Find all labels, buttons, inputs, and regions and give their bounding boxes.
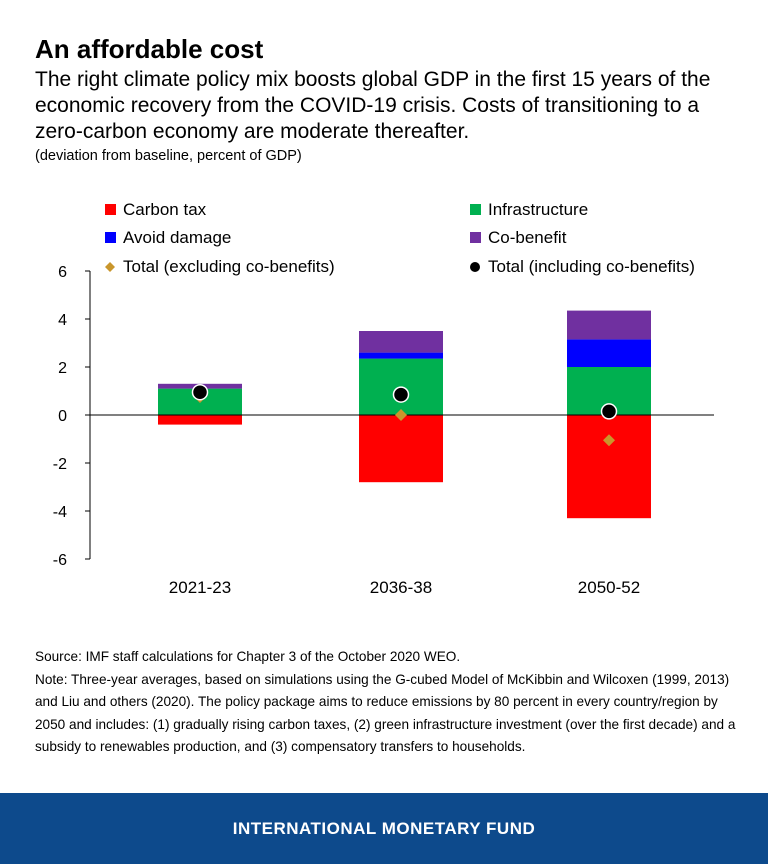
organization-name: INTERNATIONAL MONETARY FUND: [232, 818, 536, 838]
bar-avoid-damage-2050-52: [567, 339, 651, 367]
legend-label-carbon-tax: Carbon tax: [123, 200, 207, 219]
legend-swatch-avoid-damage: [105, 232, 116, 243]
marker-total-excluding-co-benefits: [395, 409, 407, 421]
chart-subtitle: The right climate policy mix boosts glob…: [35, 68, 711, 143]
legend-swatch-infrastructure: [470, 204, 481, 215]
marker-total-including-co-benefits: [600, 403, 618, 420]
legend-swatch-total-including-co-benefits: [470, 262, 480, 272]
chart-notes: Source: IMF staff calculations for Chapt…: [35, 646, 745, 759]
marker-total-including-co-benefits: [191, 383, 209, 401]
chart-legend: Carbon tax Infrastructure Avoid damage Co-b…: [105, 200, 695, 276]
legend-swatch-total-excluding-co-benefits: [105, 262, 115, 272]
chart-axes: 6 4 2 0 -2 -4 -6 2021-23 2036-38 2050-52: [53, 264, 714, 597]
y-tick-label: -4: [53, 504, 67, 521]
y-tick-label: 6: [58, 264, 67, 281]
legend-label-total-excluding-co-benefits: Total (excluding co-benefits): [123, 257, 335, 276]
stacked-bar-chart: Carbon tax Infrastructure Avoid damage Co-b…: [53, 200, 714, 597]
legend-label-infrastructure: Infrastructure: [488, 200, 588, 219]
y-tick-label: 2: [58, 360, 67, 377]
x-tick-label: 2050-52: [578, 578, 640, 597]
source-note: Source: IMF staff calculations for Chapt…: [35, 649, 461, 664]
y-tick-label: -2: [53, 456, 67, 473]
y-tick-label: -6: [53, 552, 67, 569]
bar-co-benefit-2050-52: [567, 310, 651, 340]
chart-title: An affordable cost: [35, 34, 264, 64]
methodology-note: Note: Three-year averages, based on simu…: [35, 671, 736, 755]
x-tick-label: 2021-23: [169, 578, 231, 597]
legend-swatch-co-benefit: [470, 232, 481, 243]
legend-swatch-carbon-tax: [105, 204, 116, 215]
bar-co-benefit-2036-38: [359, 331, 443, 353]
bar-avoid-damage-2036-38: [359, 352, 443, 359]
marker-total-excluding-co-benefits: [603, 434, 615, 447]
legend-label-co-benefit: Co-benefit: [488, 228, 567, 247]
bar-carbon-tax-2021-23: [158, 415, 242, 425]
chart-units: (deviation from baseline, percent of GDP…: [35, 148, 302, 164]
y-tick-label: 4: [58, 312, 67, 329]
chart-bars: [158, 310, 651, 519]
footer-bar: INTERNATIONAL MONETARY FUND: [0, 793, 768, 864]
bar-carbon-tax-2050-52: [567, 415, 651, 519]
marker-total-including-co-benefits: [392, 386, 410, 403]
y-tick-label: 0: [58, 408, 67, 425]
x-tick-label: 2036-38: [370, 578, 432, 597]
legend-label-avoid-damage: Avoid damage: [123, 228, 231, 247]
bar-carbon-tax-2036-38: [359, 415, 443, 483]
legend-label-total-including-co-benefits: Total (including co-benefits): [488, 257, 695, 276]
chart-markers: [191, 383, 618, 447]
